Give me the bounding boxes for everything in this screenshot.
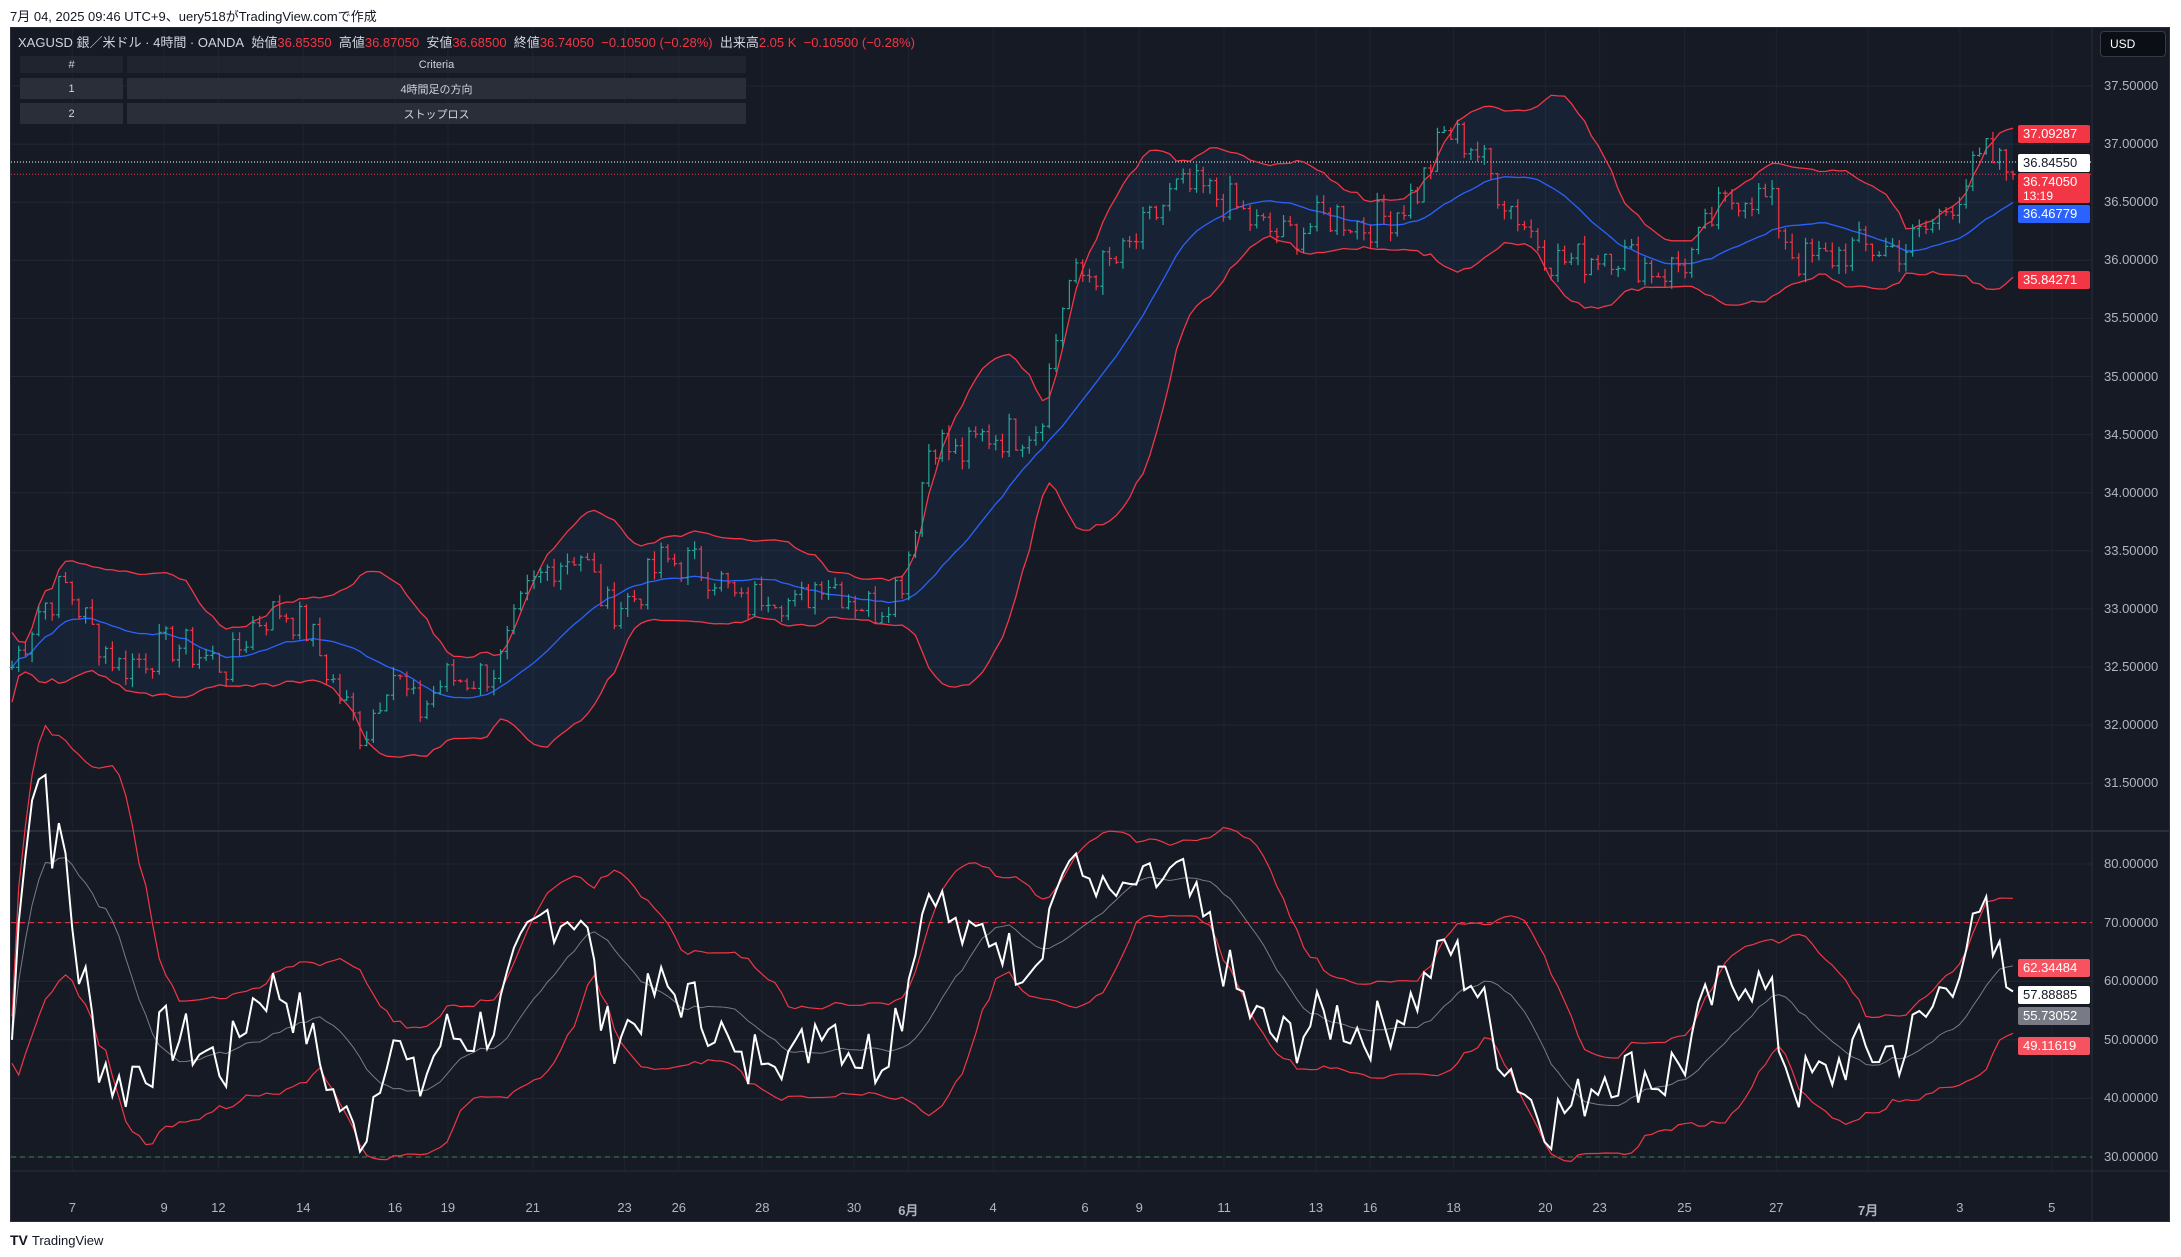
price-axis-label: 34.00000 [2104, 484, 2159, 500]
rsi-upper-tag: 62.34484 [2018, 959, 2090, 977]
last-price: 36.74050 [2023, 174, 2078, 189]
time-axis-label: 5 [2048, 1200, 2056, 1215]
rsi-band-upper [11, 724, 2014, 1059]
time-axis-label: 13 [1308, 1200, 1324, 1215]
rsi-axis-label: 70.00000 [2104, 914, 2159, 930]
table-cell: ストップロス [127, 103, 746, 124]
rsi-axis-label: 30.00000 [2104, 1149, 2159, 1164]
price-axis-label: 35.50000 [2104, 310, 2159, 326]
time-axis-label: 3 [1956, 1200, 1964, 1215]
price-axis-label: 36.50000 [2104, 194, 2159, 210]
time-axis-label: 7 [68, 1200, 76, 1215]
upper-band-tag: 37.09287 [2018, 125, 2090, 143]
open-value: 36.85350 [277, 35, 332, 50]
close-value: 36.74050 [539, 35, 595, 50]
volume-value: 2.05 K [758, 35, 797, 50]
lower-band-tag: 35.84271 [2018, 271, 2090, 289]
price-axis-label: 32.50000 [2104, 659, 2159, 674]
time-axis-label: 14 [296, 1200, 311, 1215]
rsi-value-tag: 57.88885 [2018, 986, 2090, 1004]
rsi-lower-tag: 49.11619 [2018, 1037, 2090, 1055]
bollinger-fill [12, 95, 2013, 758]
rsi-axis-label: 40.00000 [2104, 1090, 2159, 1106]
change-value: −0.10500 (−0.28%) [601, 35, 713, 50]
time-axis-label: 6 [1081, 1200, 1089, 1215]
tradingview-logo[interactable]: TV TradingView [10, 1232, 103, 1248]
table-header-criteria: Criteria [127, 56, 746, 73]
price-axis-label: 37.00000 [2104, 136, 2159, 152]
table-header-index: # [20, 56, 123, 73]
time-axis-label: 23 [617, 1200, 632, 1215]
rsi-axis-label: 80.00000 [2104, 856, 2159, 871]
high-label: 高値 [338, 35, 365, 50]
time-axis-label: 16 [387, 1200, 403, 1215]
time-axis-label: 20 [1538, 1200, 1553, 1215]
time-axis-label: 27 [1769, 1200, 1784, 1215]
time-axis-label: 9 [1135, 1200, 1143, 1215]
chart-caption: 7月 04, 2025 09:46 UTC+9、uery518がTradingV… [10, 9, 377, 24]
table-cell: 1 [20, 78, 123, 99]
rsi-band-lower [11, 914, 2014, 1163]
rsi-axis-label: 60.00000 [2104, 973, 2159, 989]
basis-tag: 36.46779 [2018, 205, 2090, 223]
time-axis-label: 23 [1592, 1200, 1607, 1215]
symbol-legend: XAGUSD 銀／米ドル · 4時間 · OANDA 始値36.85350 高値… [18, 35, 915, 50]
bollinger-lower [11, 235, 2014, 758]
time-axis-label: 30 [846, 1200, 862, 1215]
bollinger-upper [11, 94, 2014, 659]
low-value: 36.68500 [452, 35, 507, 50]
time-axis-label: 18 [1446, 1200, 1461, 1215]
time-axis-label: 6月 [898, 1203, 919, 1218]
price-axis-label: 37.50000 [2104, 78, 2159, 93]
open-label: 始値 [251, 35, 278, 50]
chart-frame[interactable] [10, 27, 2170, 1222]
time-axis-label: 28 [755, 1200, 770, 1215]
price-axis-label: 35.00000 [2104, 368, 2159, 384]
time-axis-label: 7月 [1857, 1203, 1879, 1218]
rsi-axis-label: 50.00000 [2104, 1031, 2159, 1047]
volume-label: 出来高 [719, 35, 759, 50]
volume-change: −0.10500 (−0.28%) [803, 35, 915, 50]
footer-brand: TradingView [31, 1232, 104, 1248]
high-value: 36.87050 [364, 35, 420, 50]
bar-countdown: 13:19 [2023, 189, 2054, 203]
time-axis-label: 11 [1217, 1200, 1231, 1215]
rsi-line [11, 773, 2014, 1155]
time-axis-label: 16 [1362, 1200, 1378, 1215]
time-axis-label: 21 [525, 1200, 540, 1215]
close-label: 終値 [513, 35, 540, 50]
symbol[interactable]: XAGUSD [18, 35, 73, 50]
time-axis-label: 19 [440, 1200, 456, 1215]
symbol-name: 銀／米ドル · 4時間 · OANDA [76, 35, 245, 50]
price-axis-label: 36.00000 [2104, 252, 2159, 268]
bid-price-tag: 36.84550 [2018, 154, 2090, 172]
currency-button[interactable]: USD [2100, 31, 2166, 57]
time-axis-label: 9 [160, 1200, 168, 1215]
price-axis-label: 33.00000 [2104, 600, 2159, 616]
low-label: 安値 [426, 35, 453, 50]
tv-logo-icon: TV [10, 1232, 28, 1248]
price-axis-label: 32.00000 [2104, 717, 2159, 733]
time-axis-label: 26 [671, 1200, 687, 1215]
bollinger-basis [11, 176, 2014, 699]
rsi-ma [11, 857, 2014, 1107]
rsi-ma-tag: 55.73052 [2018, 1007, 2090, 1025]
table-cell: 4時間足の方向 [127, 78, 746, 99]
price-axis-label: 33.50000 [2104, 542, 2159, 558]
time-axis-label: 25 [1677, 1200, 1692, 1215]
time-axis-label: 12 [211, 1200, 226, 1215]
table-cell: 2 [20, 103, 123, 124]
price-axis-label: 31.50000 [2104, 775, 2159, 791]
time-axis-label: 4 [989, 1200, 997, 1215]
last-price-tag: 36.74050 13:19 [2018, 173, 2090, 203]
price-axis-label: 34.50000 [2104, 426, 2159, 442]
